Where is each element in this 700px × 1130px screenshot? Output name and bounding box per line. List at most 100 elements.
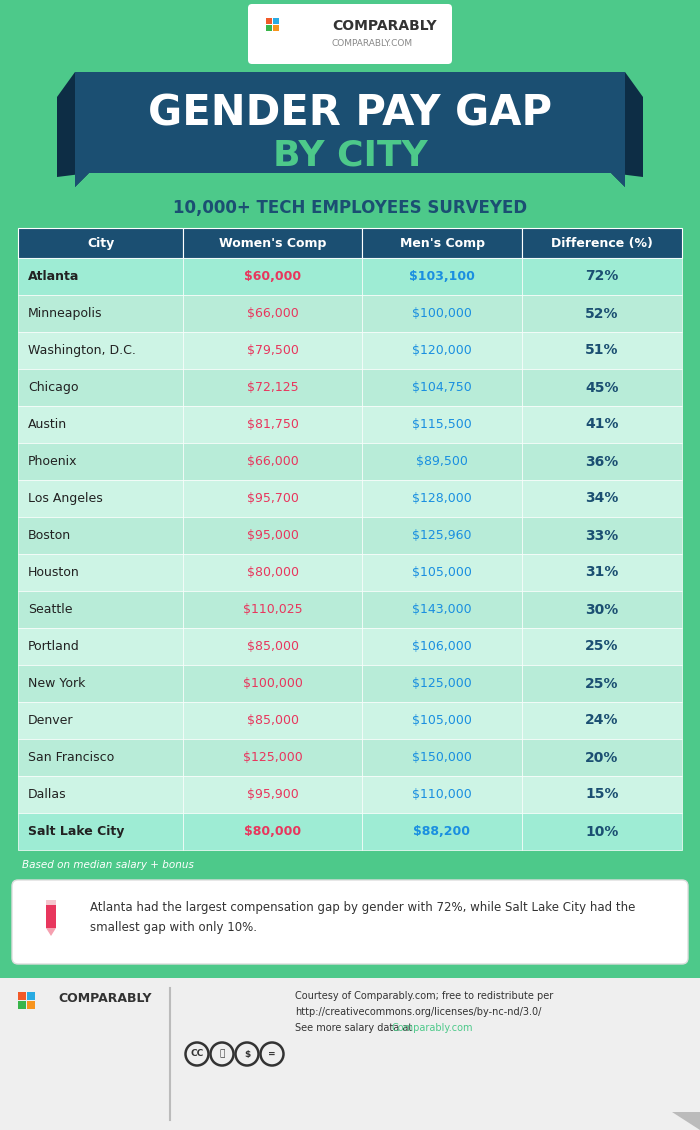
Text: Denver: Denver xyxy=(28,714,74,727)
Bar xyxy=(18,480,183,518)
Text: Portland: Portland xyxy=(28,640,80,653)
Bar xyxy=(18,739,183,776)
Text: $81,750: $81,750 xyxy=(246,418,298,431)
Bar xyxy=(273,18,279,24)
Text: $85,000: $85,000 xyxy=(246,714,298,727)
Text: Los Angeles: Los Angeles xyxy=(28,492,103,505)
Text: 15%: 15% xyxy=(585,788,619,801)
Text: COMPARABLY: COMPARABLY xyxy=(58,991,151,1005)
Polygon shape xyxy=(611,72,643,186)
Text: 10,000+ TECH EMPLOYEES SURVEYED: 10,000+ TECH EMPLOYEES SURVEYED xyxy=(173,199,527,217)
Bar xyxy=(183,406,362,443)
Polygon shape xyxy=(672,1112,700,1130)
Text: 34%: 34% xyxy=(585,492,619,505)
Text: $: $ xyxy=(244,1050,250,1059)
Text: 36%: 36% xyxy=(585,454,619,469)
Bar xyxy=(18,554,183,591)
Bar xyxy=(362,739,522,776)
Bar xyxy=(183,518,362,554)
Bar xyxy=(18,295,183,332)
Bar xyxy=(522,480,682,518)
Bar xyxy=(522,370,682,406)
Text: $143,000: $143,000 xyxy=(412,603,472,616)
Bar xyxy=(362,591,522,628)
Text: $66,000: $66,000 xyxy=(246,455,298,468)
Text: $66,000: $66,000 xyxy=(246,307,298,320)
Bar xyxy=(183,332,362,370)
Text: BY CITY: BY CITY xyxy=(273,138,427,172)
Text: $100,000: $100,000 xyxy=(243,677,302,690)
Bar xyxy=(27,1001,35,1009)
Bar xyxy=(18,406,183,443)
Bar xyxy=(362,628,522,664)
Text: $103,100: $103,100 xyxy=(409,270,475,282)
Text: $95,700: $95,700 xyxy=(246,492,298,505)
Bar xyxy=(18,812,183,850)
Bar xyxy=(362,443,522,480)
Text: Atlanta had the largest compensation gap by gender with 72%, while Salt Lake Cit: Atlanta had the largest compensation gap… xyxy=(90,902,636,914)
Text: 10%: 10% xyxy=(585,825,619,838)
Text: Dallas: Dallas xyxy=(28,788,66,801)
Bar xyxy=(522,776,682,812)
Bar xyxy=(522,228,682,258)
Text: 41%: 41% xyxy=(585,417,619,432)
Bar xyxy=(18,258,183,295)
Text: $80,000: $80,000 xyxy=(244,825,301,838)
Text: smallest gap with only 10%.: smallest gap with only 10%. xyxy=(90,921,257,935)
Text: Austin: Austin xyxy=(28,418,67,431)
Bar xyxy=(18,591,183,628)
Text: Women's Comp: Women's Comp xyxy=(219,236,326,250)
Bar xyxy=(18,332,183,370)
Text: Courtesy of Comparably.com; free to redistribute per: Courtesy of Comparably.com; free to redi… xyxy=(295,991,553,1001)
Bar xyxy=(266,18,272,24)
Text: Based on median salary + bonus: Based on median salary + bonus xyxy=(22,860,194,870)
Text: New York: New York xyxy=(28,677,85,690)
Bar xyxy=(522,295,682,332)
Bar xyxy=(183,702,362,739)
Bar xyxy=(522,332,682,370)
Bar xyxy=(183,228,362,258)
Text: 31%: 31% xyxy=(585,565,619,580)
Bar xyxy=(183,295,362,332)
FancyBboxPatch shape xyxy=(12,880,688,964)
Polygon shape xyxy=(57,72,89,186)
Text: 72%: 72% xyxy=(585,269,619,284)
Bar xyxy=(18,992,26,1000)
Text: $110,025: $110,025 xyxy=(243,603,302,616)
Bar xyxy=(362,480,522,518)
Bar xyxy=(18,776,183,812)
Text: $72,125: $72,125 xyxy=(246,381,298,394)
Text: http://creativecommons.org/licenses/by-nc-nd/3.0/: http://creativecommons.org/licenses/by-n… xyxy=(295,1007,541,1017)
Bar xyxy=(0,977,700,1130)
Bar xyxy=(18,664,183,702)
Bar xyxy=(362,702,522,739)
Text: 30%: 30% xyxy=(585,602,619,617)
Bar xyxy=(362,228,522,258)
Bar xyxy=(183,554,362,591)
Text: $60,000: $60,000 xyxy=(244,270,301,282)
Text: ⓘ: ⓘ xyxy=(219,1050,225,1059)
Bar xyxy=(183,664,362,702)
Bar xyxy=(522,554,682,591)
Text: COMPARABLY.COM: COMPARABLY.COM xyxy=(332,40,413,49)
Bar xyxy=(522,628,682,664)
Bar xyxy=(362,776,522,812)
Bar xyxy=(522,591,682,628)
Text: City: City xyxy=(87,236,114,250)
Bar xyxy=(362,370,522,406)
Bar xyxy=(183,591,362,628)
Bar xyxy=(362,554,522,591)
Bar xyxy=(18,228,183,258)
Bar xyxy=(27,992,35,1000)
Bar xyxy=(46,899,56,905)
Text: See more salary data at: See more salary data at xyxy=(295,1023,415,1033)
Text: Chicago: Chicago xyxy=(28,381,78,394)
Text: $104,750: $104,750 xyxy=(412,381,472,394)
Text: San Francisco: San Francisco xyxy=(28,751,114,764)
Bar xyxy=(522,812,682,850)
Text: 45%: 45% xyxy=(585,381,619,394)
Text: Difference (%): Difference (%) xyxy=(551,236,653,250)
Bar xyxy=(362,812,522,850)
Bar xyxy=(362,332,522,370)
Bar xyxy=(18,628,183,664)
